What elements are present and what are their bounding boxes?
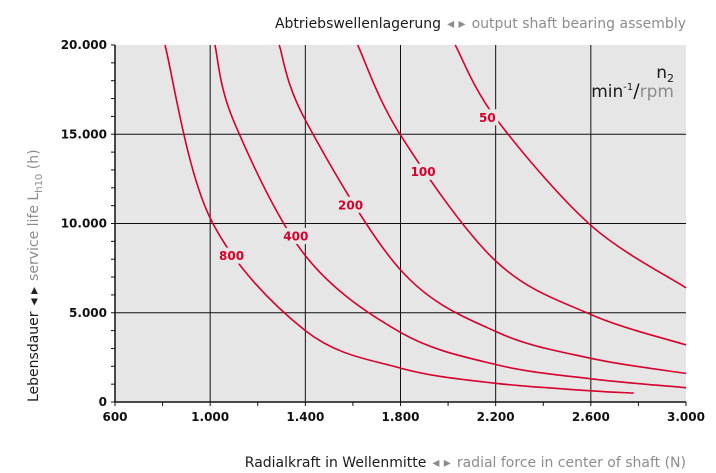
curve-label-bg: [280, 227, 311, 244]
legend-unit: min-1/rpm: [591, 80, 674, 102]
y-tick-label: 10.000: [61, 217, 107, 231]
curves: [164, 44, 687, 394]
y-axis-label: Lebensdauer◂ ▸service life Lh10 (h): [26, 149, 45, 402]
y-tick-label: 15.000: [61, 127, 107, 141]
x-tick-label: 2.600: [572, 410, 610, 424]
gridlines: [115, 45, 686, 402]
curve-labels: 800 400 200 100 50: [216, 109, 499, 264]
x-tick-label: 1.000: [191, 410, 229, 424]
x-tick-label: 3.000: [667, 410, 705, 424]
curve-label-50: 50: [479, 111, 496, 125]
curve-200: [278, 44, 687, 375]
curve-50: [454, 44, 687, 289]
curve-label-100: 100: [411, 165, 436, 179]
y-tick-label: 0: [99, 395, 107, 409]
chart-title: Abtriebswellenlagerung ◂ ▸ output shaft be…: [275, 16, 686, 32]
x-tick-label: 600: [102, 410, 127, 424]
axis-ticks: [111, 44, 687, 406]
legend-n2: n2: [656, 63, 674, 85]
curve-label-800: 800: [219, 249, 244, 263]
curve-label-200: 200: [338, 198, 363, 212]
x-tick-label: 2.200: [477, 410, 515, 424]
curve-100: [356, 44, 687, 346]
curve-label-bg: [216, 247, 247, 264]
curve-label-bg: [408, 163, 439, 180]
curve-800: [164, 44, 634, 394]
x-tick-label: 1.400: [286, 410, 324, 424]
y-tick-label: 5.000: [69, 306, 107, 320]
x-axis-label: Radialkraft in Wellenmitte ◂ ▸ radial forc…: [245, 455, 686, 471]
curve-label-bg: [335, 196, 366, 213]
tick-labels: 600 1.000 1.400 1.800 2.200 2.600 3.000 0 5.000 1…: [61, 38, 705, 424]
y-tick-label: 20.000: [61, 38, 107, 52]
curve-label-bg: [476, 109, 499, 126]
curve-400: [214, 44, 687, 389]
x-tick-label: 1.800: [382, 410, 420, 424]
curve-label-400: 400: [283, 229, 308, 243]
